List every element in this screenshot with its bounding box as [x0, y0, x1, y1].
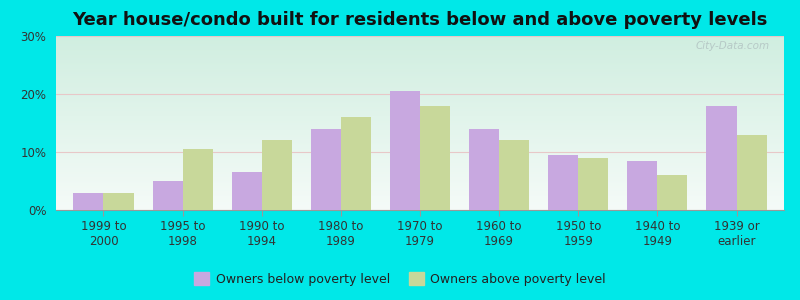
Bar	[658, 175, 687, 210]
Bar	[469, 129, 499, 210]
Bar	[706, 106, 737, 210]
Bar	[390, 91, 420, 210]
Bar	[737, 135, 766, 210]
Legend: Owners below poverty level, Owners above poverty level: Owners below poverty level, Owners above…	[190, 267, 610, 291]
Title: Year house/condo built for residents below and above poverty levels: Year house/condo built for residents bel…	[72, 11, 768, 29]
Bar	[103, 193, 134, 210]
Bar	[182, 149, 213, 210]
Bar	[74, 193, 103, 210]
Bar	[499, 140, 530, 210]
Bar	[548, 155, 578, 210]
Bar	[311, 129, 341, 210]
Text: City-Data.com: City-Data.com	[695, 41, 770, 51]
Bar	[420, 106, 450, 210]
Bar	[578, 158, 608, 210]
Bar	[232, 172, 262, 210]
Bar	[341, 117, 371, 210]
Bar	[153, 181, 182, 210]
Bar	[627, 161, 658, 210]
Bar	[262, 140, 292, 210]
